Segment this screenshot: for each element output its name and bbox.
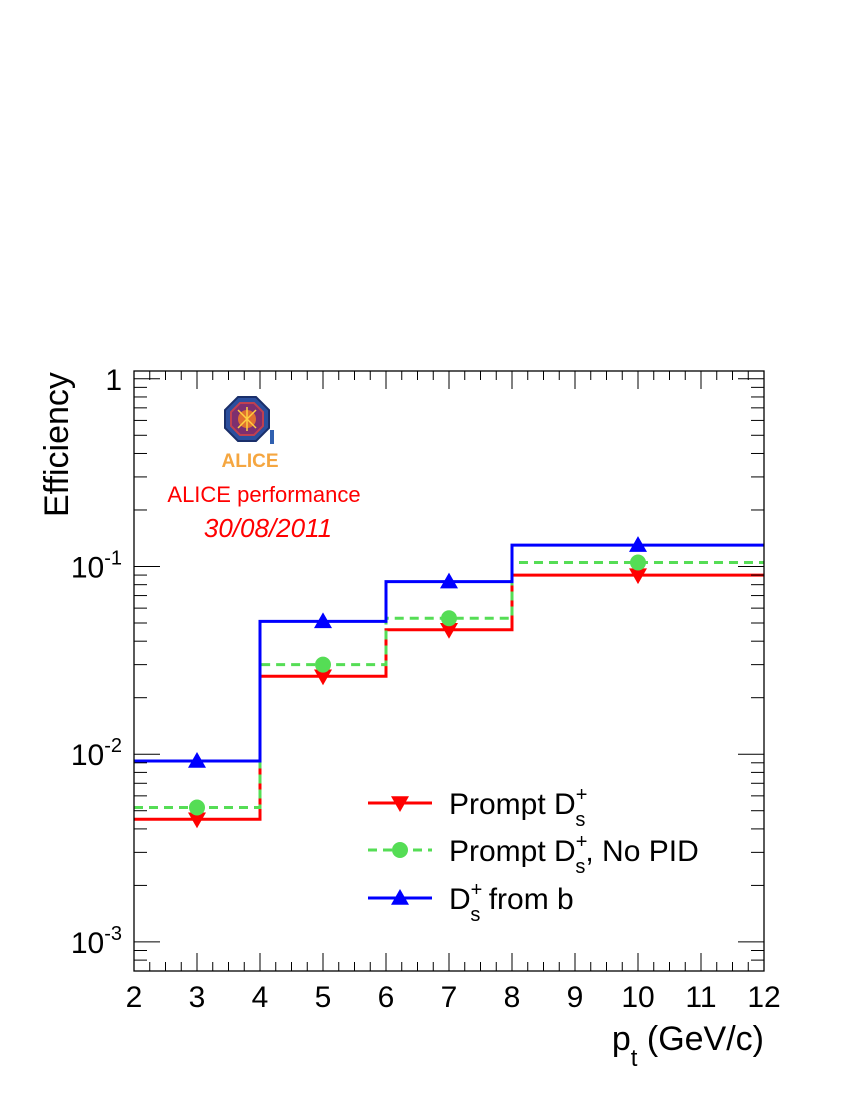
legend-label-1: Prompt D+ s, No PID xyxy=(449,831,699,878)
series-0-point-2 xyxy=(440,623,458,639)
series-2-point-2 xyxy=(440,572,458,589)
x-axis-title: pt (GeV/c) xyxy=(612,1020,764,1072)
legend-label-2: D+ s from b xyxy=(449,879,574,926)
legend-marker-1 xyxy=(392,842,408,858)
series-0-point-0 xyxy=(188,812,206,829)
x-tick-label: 8 xyxy=(504,981,521,1014)
alice-logo: ALICE xyxy=(222,396,279,472)
x-tick-label: 9 xyxy=(567,981,584,1014)
y-tick-label: 10-2 xyxy=(71,735,122,772)
series-0-point-1 xyxy=(314,669,332,686)
legend-marker-2 xyxy=(391,889,409,905)
axis-ticks xyxy=(133,371,765,972)
svg-text:pt (GeV/c): pt (GeV/c) xyxy=(612,1020,764,1072)
y-tick-label: 1 xyxy=(105,364,122,397)
x-axis-title-units: (GeV/c) xyxy=(647,1020,764,1058)
x-tick-label: 7 xyxy=(441,981,458,1014)
x-tick-label: 4 xyxy=(252,981,269,1014)
x-axis-title-sub: t xyxy=(631,1045,638,1072)
series-1-point-1 xyxy=(315,656,331,673)
series-1-point-0 xyxy=(189,799,205,816)
series-2-line xyxy=(134,543,764,763)
y-tick-label: 10-3 xyxy=(71,923,122,960)
alice-logo-text: ALICE xyxy=(222,451,279,472)
date-label: 30/08/2011 xyxy=(204,513,332,543)
x-tick-label: 5 xyxy=(315,981,332,1014)
series-2-point-0 xyxy=(188,752,206,768)
series-1-line xyxy=(134,561,764,810)
x-tick-label: 10 xyxy=(621,981,654,1014)
x-tick-label: 6 xyxy=(378,981,395,1014)
series-1-point-2 xyxy=(441,610,457,627)
x-tick-label: 12 xyxy=(747,981,780,1014)
axis-labels: 2 3 4 5 6 7 8 9 10 11 12 1 10-1 10-2 10-3 xyxy=(71,364,781,1014)
series-2-point-3 xyxy=(629,536,647,552)
data-layer xyxy=(134,536,764,829)
y-tick-label: 10-1 xyxy=(71,547,122,584)
legend-marker-0 xyxy=(391,796,409,812)
x-axis-title-var: p xyxy=(612,1020,631,1058)
x-tick-label: 2 xyxy=(126,981,143,1014)
y-axis-title: Efficiency xyxy=(38,372,76,517)
performance-label: ALICE performance xyxy=(167,482,360,507)
legend-label-0: Prompt D+ s xyxy=(449,784,587,831)
x-axis-title-unit xyxy=(637,1020,646,1058)
x-tick-label: 11 xyxy=(685,981,716,1014)
series-0-point-3 xyxy=(629,568,647,585)
x-tick-label: 3 xyxy=(189,981,206,1014)
series-2-point-1 xyxy=(314,612,332,629)
series-1-point-3 xyxy=(630,554,646,571)
